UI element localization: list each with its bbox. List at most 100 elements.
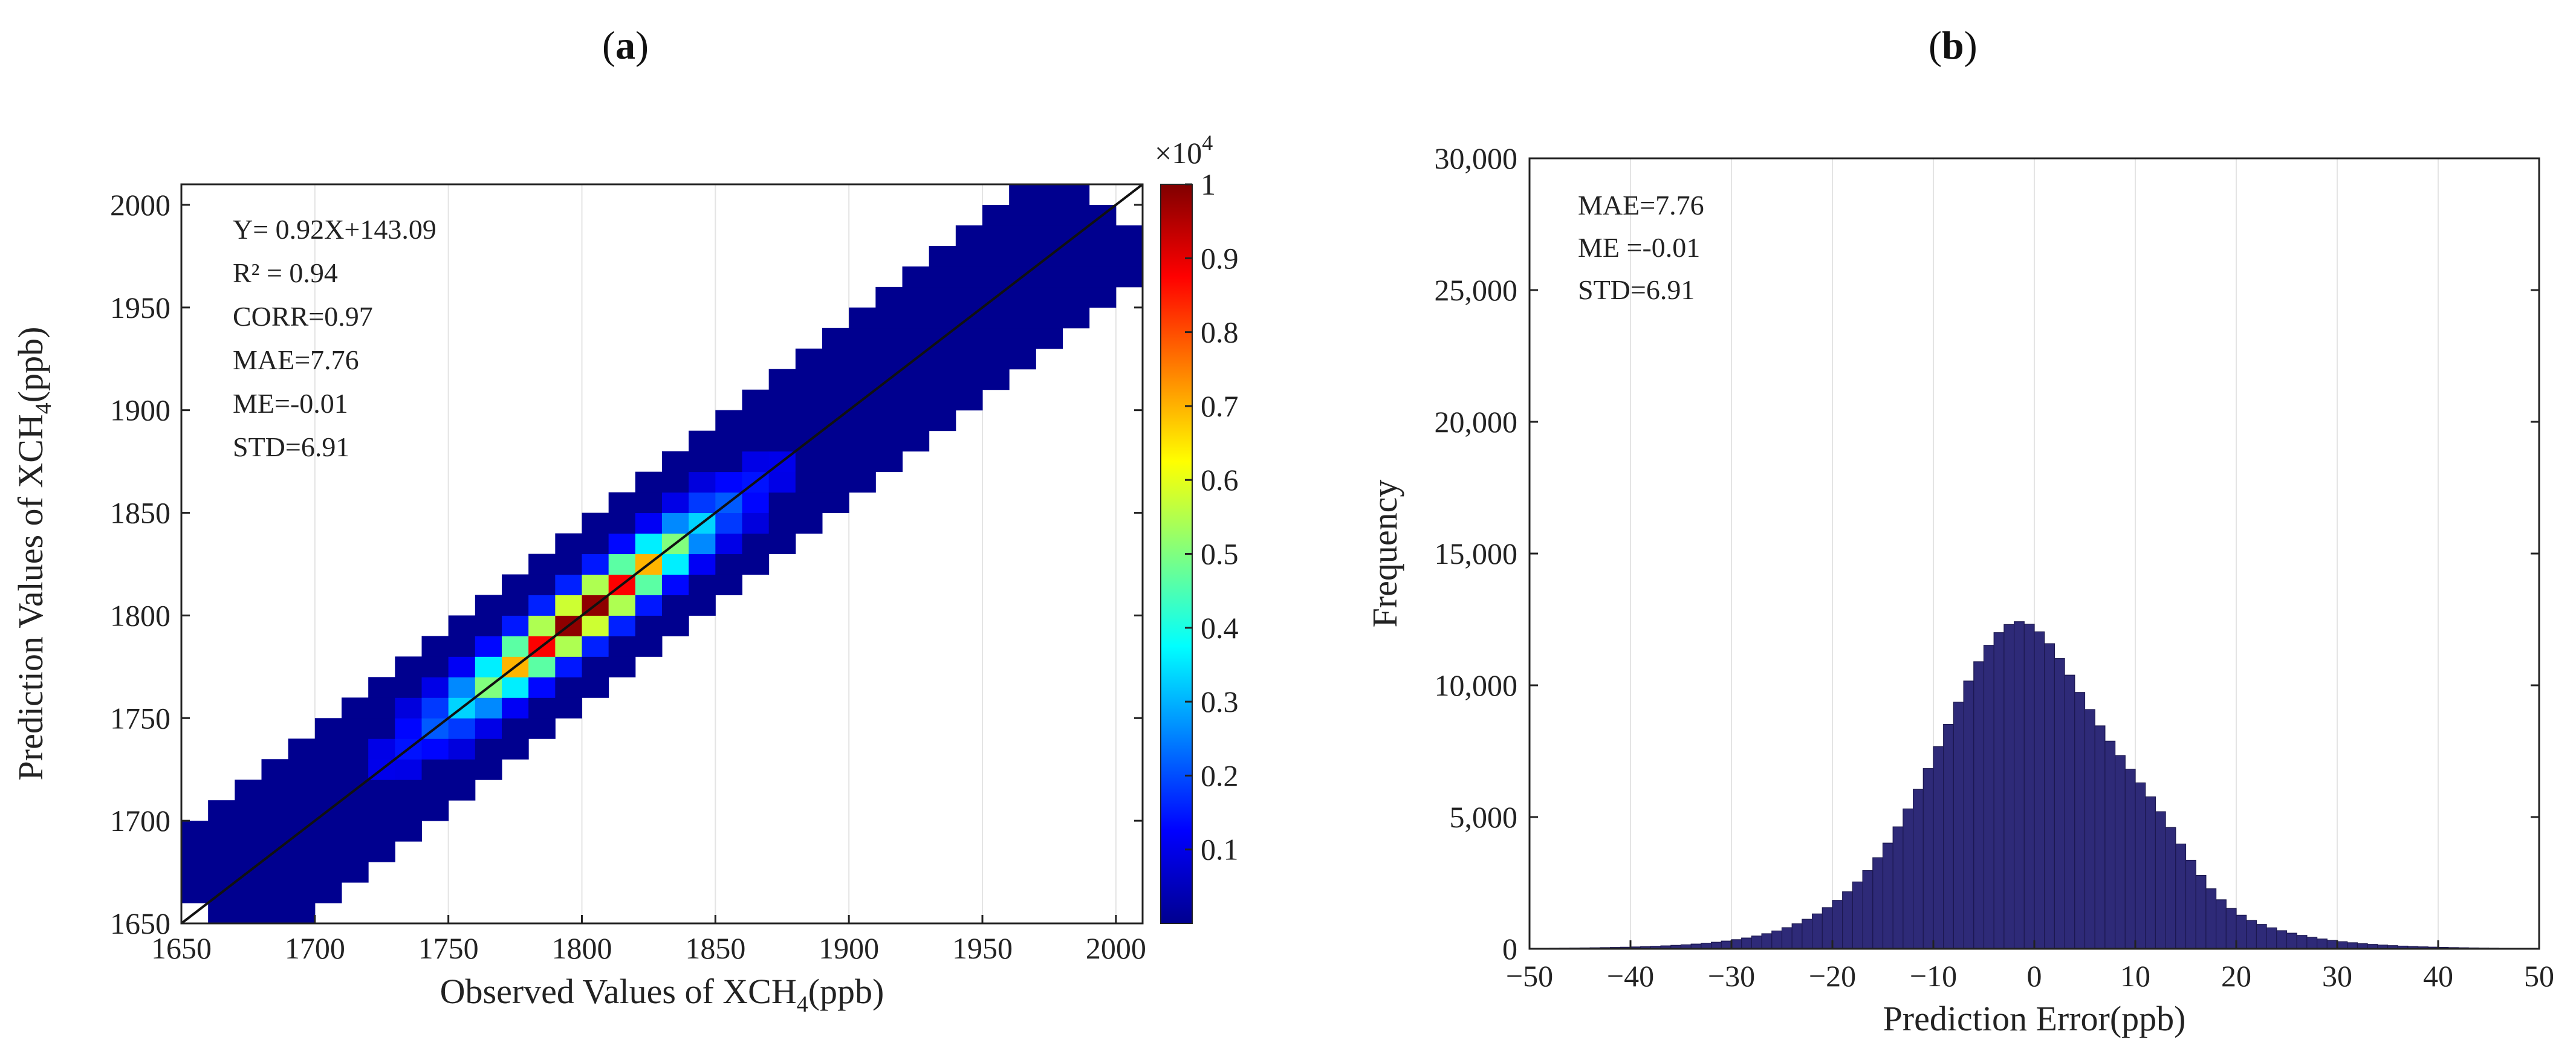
- histogram-bar: [2246, 920, 2257, 949]
- density-cell: [955, 348, 983, 370]
- density-cell: [849, 307, 876, 329]
- a-ytick-label: 1650: [110, 906, 170, 940]
- density-cell: [342, 862, 369, 883]
- density-cell: [1089, 245, 1117, 267]
- density-cell: [475, 697, 502, 719]
- a-xtick-label: 1950: [952, 931, 1013, 965]
- histogram-bar: [1903, 808, 1914, 949]
- a-xtick-label: 1900: [819, 931, 879, 965]
- density-cell: [395, 697, 422, 719]
- density-cell: [395, 656, 422, 677]
- density-cell: [395, 759, 422, 780]
- b-ytick-label: 10,000: [1435, 668, 1518, 702]
- density-cell: [689, 451, 716, 473]
- panel-b-label: (b): [1929, 24, 1977, 68]
- histogram-bar: [1771, 930, 1783, 949]
- density-cell: [448, 718, 476, 739]
- density-cell: [1089, 286, 1117, 308]
- density-cell: [261, 862, 289, 883]
- density-cell: [662, 492, 689, 514]
- density-cell: [288, 800, 316, 821]
- colorbar-tick-label: 0.5: [1201, 537, 1239, 571]
- density-cell: [235, 800, 262, 821]
- b-xlabel: Prediction Error(ppb): [1883, 999, 2186, 1038]
- density-cell: [955, 328, 983, 349]
- density-cell: [475, 759, 502, 780]
- density-cell: [368, 697, 395, 719]
- density-cell: [902, 389, 930, 411]
- a-ylabel: Prediction Values of XCH4(ppb): [11, 327, 56, 781]
- density-cell: [635, 533, 663, 554]
- density-cell: [1036, 286, 1063, 308]
- a-xtick-label: 1850: [685, 931, 745, 965]
- density-cell: [235, 882, 262, 903]
- density-cell: [528, 574, 556, 595]
- density-cell: [768, 512, 796, 534]
- density-cell: [795, 471, 823, 493]
- density-cell: [822, 471, 849, 493]
- histogram-bar: [2155, 811, 2166, 949]
- a-ytick-label: 1950: [110, 291, 170, 325]
- density-cell: [715, 430, 742, 452]
- histogram-bar: [1711, 942, 1722, 949]
- histogram-bar: [2296, 935, 2308, 949]
- density-cell: [902, 430, 930, 452]
- density-cell: [208, 841, 235, 862]
- a-xtick-label: 1800: [552, 931, 612, 965]
- density-cell: [421, 738, 449, 760]
- density-cell: [635, 615, 663, 636]
- density-cell: [582, 615, 609, 636]
- histogram-bar: [1943, 724, 1954, 949]
- density-cell: [475, 718, 502, 739]
- histogram-bar: [2195, 875, 2207, 949]
- density-cell: [635, 595, 663, 616]
- b-xtick-label: 10: [2120, 959, 2150, 993]
- density-cell: [1089, 266, 1117, 288]
- density-cell: [875, 328, 903, 349]
- density-cell: [929, 245, 956, 267]
- density-cell: [875, 307, 903, 329]
- density-cell: [929, 266, 956, 288]
- density-cell: [768, 533, 796, 554]
- density-cell: [395, 677, 422, 698]
- density-cell: [849, 328, 876, 349]
- b-ylabel: Frequency: [1365, 480, 1404, 628]
- b-stat-line: ME =-0.01: [1578, 232, 1700, 263]
- histogram-bar: [2326, 940, 2338, 949]
- histogram-bar: [2135, 782, 2146, 949]
- density-cell: [715, 512, 742, 534]
- b-xtick-label: 20: [2221, 959, 2251, 993]
- b-stats-annotations: MAE=7.76 ME =-0.01 STD=6.91: [1578, 190, 1704, 305]
- colorbar-tick-label: 0.3: [1201, 685, 1239, 719]
- density-cell: [208, 821, 235, 842]
- histogram-bar: [1761, 933, 1773, 949]
- density-cell: [955, 266, 983, 288]
- density-cell: [555, 697, 582, 719]
- histogram-bar: [1973, 661, 1985, 949]
- density-cell: [662, 471, 689, 493]
- density-cell: [1115, 266, 1143, 288]
- density-cell: [1036, 204, 1063, 226]
- density-cell: [795, 389, 823, 411]
- histogram-bar: [1872, 857, 1884, 949]
- density-cell: [662, 615, 689, 636]
- density-cell: [448, 780, 476, 801]
- density-cell: [235, 821, 262, 842]
- density-cell: [742, 451, 770, 473]
- density-cell: [261, 759, 289, 780]
- histogram-bar: [1832, 900, 1843, 949]
- histogram-bar: [1913, 789, 1924, 949]
- density-cell: [528, 697, 556, 719]
- density-cell: [395, 780, 422, 801]
- density-cell: [875, 286, 903, 308]
- density-cell: [555, 636, 582, 657]
- a-stat-line: Y= 0.92X+143.09: [233, 214, 436, 245]
- density-cell: [822, 328, 849, 349]
- density-cell: [235, 841, 262, 862]
- density-cell: [368, 780, 395, 801]
- density-cell: [1062, 266, 1090, 288]
- density-cell: [288, 903, 316, 923]
- b-xtick-label: 30: [2322, 959, 2352, 993]
- density-cell: [608, 595, 636, 616]
